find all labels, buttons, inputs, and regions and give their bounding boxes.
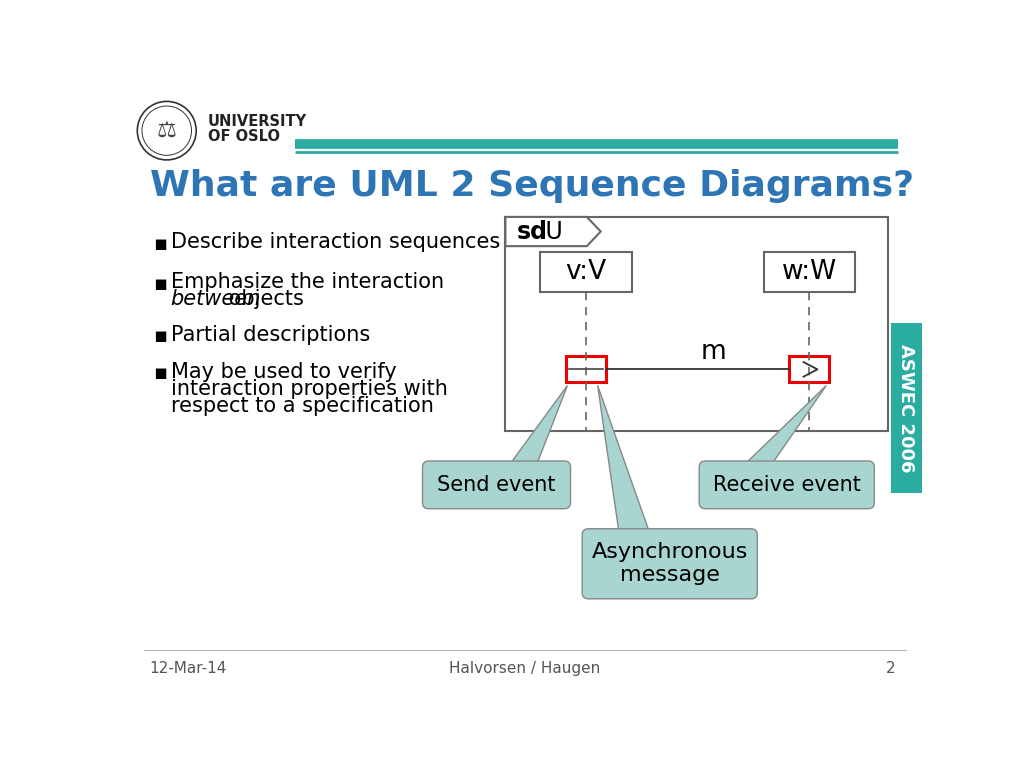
Bar [891, 323, 922, 492]
Text: ▪: ▪ [153, 363, 167, 383]
FancyBboxPatch shape [583, 528, 758, 599]
Bar [790, 356, 829, 382]
Polygon shape [741, 386, 826, 467]
Text: Receive event: Receive event [713, 475, 861, 495]
Text: OF OSLO: OF OSLO [208, 128, 280, 144]
Bar [506, 217, 888, 431]
Text: Send event: Send event [437, 475, 556, 495]
Bar [566, 356, 606, 382]
FancyBboxPatch shape [699, 461, 874, 508]
Text: sd: sd [516, 220, 547, 243]
Text: Emphasize the interaction: Emphasize the interaction [171, 273, 443, 293]
Text: ▪: ▪ [153, 233, 167, 254]
Text: ▪: ▪ [153, 274, 167, 294]
Text: 2: 2 [886, 660, 895, 676]
Text: ASWEC 2006: ASWEC 2006 [897, 343, 915, 472]
Text: U: U [538, 220, 563, 243]
Text: Asynchronous
message: Asynchronous message [592, 542, 748, 585]
Text: Partial descriptions: Partial descriptions [171, 325, 370, 345]
Polygon shape [598, 386, 650, 535]
Text: w:W: w:W [781, 260, 837, 286]
Text: May be used to verify: May be used to verify [171, 362, 396, 382]
Text: Describe interaction sequences: Describe interaction sequences [171, 232, 500, 253]
Text: 12-Mar-14: 12-Mar-14 [150, 660, 227, 676]
Text: What are UML 2 Sequence Diagrams?: What are UML 2 Sequence Diagrams? [150, 169, 913, 203]
Text: objects: objects [222, 290, 304, 310]
Text: between: between [171, 290, 261, 310]
Polygon shape [508, 386, 567, 467]
Text: v:V: v:V [565, 260, 606, 286]
Text: ▪: ▪ [153, 326, 167, 346]
Text: m: m [700, 339, 726, 366]
Text: Halvorsen / Haugen: Halvorsen / Haugen [450, 660, 600, 676]
Text: UNIVERSITY: UNIVERSITY [208, 114, 307, 129]
Text: ⚖: ⚖ [157, 121, 177, 141]
Text: respect to a specification: respect to a specification [171, 396, 433, 415]
Text: interaction properties with: interaction properties with [171, 379, 447, 399]
Bar [541, 253, 632, 293]
Polygon shape [506, 217, 601, 247]
FancyBboxPatch shape [423, 461, 570, 508]
Bar [764, 253, 855, 293]
